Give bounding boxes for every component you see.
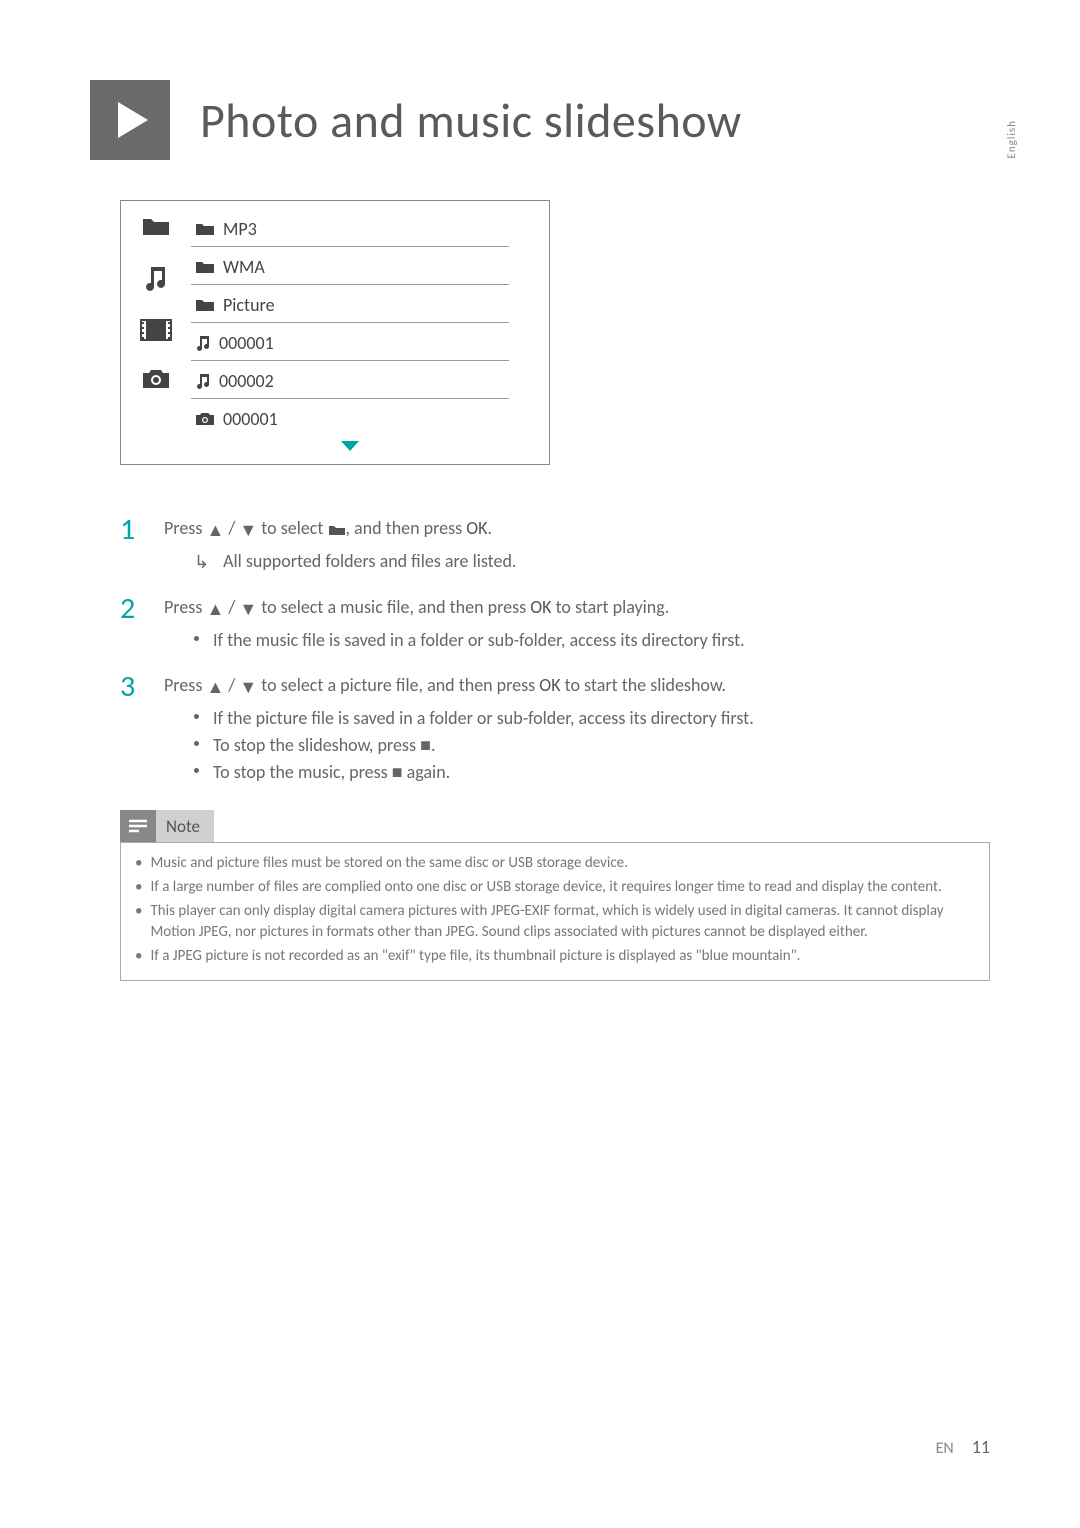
play-icon [90,80,170,160]
down-icon: ▼ [239,517,257,544]
file-label: WMA [223,256,265,278]
step-text: Press ▲ / ▼ to select a picture file, an… [164,672,990,786]
file-label: 000001 [219,332,274,354]
list-item: 000002 [191,361,509,399]
bullet-icon [194,636,199,641]
camera-tab-icon [141,368,171,395]
list-item: 000001 [191,323,509,361]
footer-lang: EN [936,1439,954,1458]
bullet-icon [194,714,199,719]
scroll-down-icon [191,437,509,460]
file-browser-tabs [121,209,191,460]
page-header: Photo and music slideshow [90,80,990,160]
down-icon: ▼ [239,596,257,623]
step-3: 3 Press ▲ / ▼ to select a picture file, … [120,672,990,786]
note-body: Music and picture files must be stored o… [120,842,990,981]
file-label: 000001 [223,408,278,430]
step-text: Press ▲ / ▼ to select , and then press O… [164,515,990,576]
page-title: Photo and music slideshow [200,91,742,150]
list-item: MP3 [191,209,509,247]
file-label: Picture [223,294,275,316]
video-tab-icon [140,319,172,346]
note-item: If a JPEG picture is not recorded as an … [135,946,975,968]
note-item: Music and picture files must be stored o… [135,853,975,875]
note-item: If a large number of files are complied … [135,877,975,899]
step-number: 3 [120,672,140,702]
footer-page: 11 [972,1436,990,1458]
result-arrow-icon: ↳ [194,549,209,576]
list-item: WMA [191,247,509,285]
folder-icon [328,517,346,544]
step-2: 2 Press ▲ / ▼ to select a music file, an… [120,594,990,654]
up-icon: ▲ [206,596,224,623]
step-text: Press ▲ / ▼ to select a music file, and … [164,594,990,654]
list-item: Picture [191,285,509,323]
file-browser-list: MP3 WMA Picture 000001 000002 000001 [191,209,549,460]
down-icon: ▼ [239,674,257,701]
step-number: 2 [120,594,140,624]
list-item: 000001 [191,399,509,437]
note-item: This player can only display digital cam… [135,901,975,945]
note-icon [120,810,156,842]
page-footer: EN 11 [936,1436,990,1458]
file-label: MP3 [223,218,257,240]
note-header: Note [120,810,214,842]
step-1: 1 Press ▲ / ▼ to select , and then press… [120,515,990,576]
music-tab-icon [143,264,169,297]
bullet-icon [194,768,199,773]
folder-tab-icon [141,215,171,242]
bullet-icon [194,741,199,746]
note-label: Note [166,816,200,837]
file-label: 000002 [219,370,274,392]
language-tab: English [1005,120,1018,158]
up-icon: ▲ [206,674,224,701]
up-icon: ▲ [206,517,224,544]
instruction-steps: 1 Press ▲ / ▼ to select , and then press… [120,515,990,786]
note-section: Note Music and picture files must be sto… [120,810,990,981]
file-browser: MP3 WMA Picture 000001 000002 000001 [120,200,550,465]
step-number: 1 [120,515,140,545]
